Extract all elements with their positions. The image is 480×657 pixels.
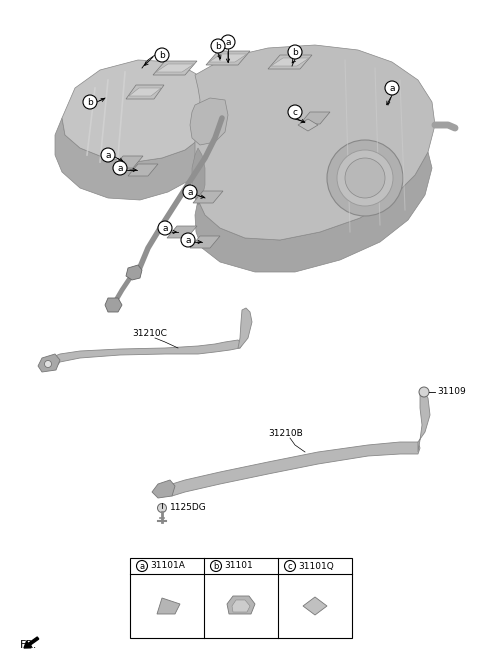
Circle shape [337, 150, 393, 206]
Circle shape [113, 161, 127, 175]
Polygon shape [303, 597, 327, 615]
Polygon shape [190, 236, 220, 248]
Text: b: b [213, 562, 219, 571]
Circle shape [221, 35, 235, 49]
Text: 31210C: 31210C [132, 329, 167, 338]
Text: a: a [185, 236, 191, 245]
Polygon shape [300, 112, 330, 124]
Text: a: a [162, 224, 168, 233]
Polygon shape [268, 55, 312, 69]
Polygon shape [129, 88, 161, 96]
Text: b: b [215, 42, 221, 51]
Circle shape [385, 81, 399, 95]
Polygon shape [38, 354, 60, 372]
Polygon shape [209, 54, 247, 62]
Circle shape [158, 221, 172, 235]
Polygon shape [167, 226, 197, 238]
Polygon shape [48, 340, 242, 370]
Text: 31101: 31101 [224, 562, 253, 570]
Polygon shape [168, 442, 420, 496]
Text: FR.: FR. [20, 640, 37, 650]
Circle shape [211, 39, 225, 53]
Text: b: b [292, 48, 298, 57]
Polygon shape [418, 392, 430, 452]
Circle shape [327, 140, 403, 216]
Circle shape [101, 148, 115, 162]
Polygon shape [153, 61, 197, 75]
Text: c: c [292, 108, 298, 117]
Circle shape [288, 105, 302, 119]
Text: b: b [159, 51, 165, 60]
Circle shape [181, 233, 195, 247]
Circle shape [136, 560, 147, 572]
Polygon shape [62, 60, 215, 162]
Polygon shape [298, 119, 318, 131]
Polygon shape [126, 85, 164, 99]
Polygon shape [156, 64, 194, 72]
Text: 31210B: 31210B [268, 429, 303, 438]
Bar [130, 558, 352, 638]
Circle shape [288, 45, 302, 59]
Circle shape [211, 560, 221, 572]
Text: a: a [139, 562, 144, 571]
FancyArrow shape [24, 637, 39, 648]
Text: a: a [187, 188, 193, 197]
Circle shape [345, 158, 385, 198]
Text: 31109: 31109 [437, 388, 466, 397]
Circle shape [157, 503, 167, 512]
Polygon shape [271, 58, 309, 66]
Polygon shape [232, 600, 250, 612]
Text: 31101A: 31101A [150, 562, 185, 570]
Text: c: c [288, 562, 292, 571]
Text: a: a [117, 164, 123, 173]
Polygon shape [206, 51, 250, 65]
Text: a: a [225, 38, 231, 47]
Polygon shape [195, 45, 435, 240]
Polygon shape [126, 265, 142, 280]
Polygon shape [195, 152, 432, 272]
Polygon shape [105, 298, 122, 312]
Circle shape [155, 48, 169, 62]
Text: a: a [389, 84, 395, 93]
Text: a: a [105, 151, 111, 160]
Circle shape [285, 560, 296, 572]
Circle shape [419, 387, 429, 397]
Text: b: b [87, 98, 93, 107]
Circle shape [45, 361, 51, 367]
Polygon shape [192, 148, 205, 205]
Polygon shape [190, 98, 228, 145]
Polygon shape [128, 164, 158, 176]
Polygon shape [238, 308, 252, 348]
Polygon shape [55, 118, 212, 200]
Polygon shape [113, 156, 143, 168]
Text: 31101Q: 31101Q [298, 562, 334, 570]
Polygon shape [227, 596, 255, 614]
Circle shape [83, 95, 97, 109]
Text: 1125DG: 1125DG [170, 503, 207, 512]
Polygon shape [152, 480, 175, 498]
Circle shape [183, 185, 197, 199]
Polygon shape [193, 191, 223, 203]
Polygon shape [157, 598, 180, 614]
